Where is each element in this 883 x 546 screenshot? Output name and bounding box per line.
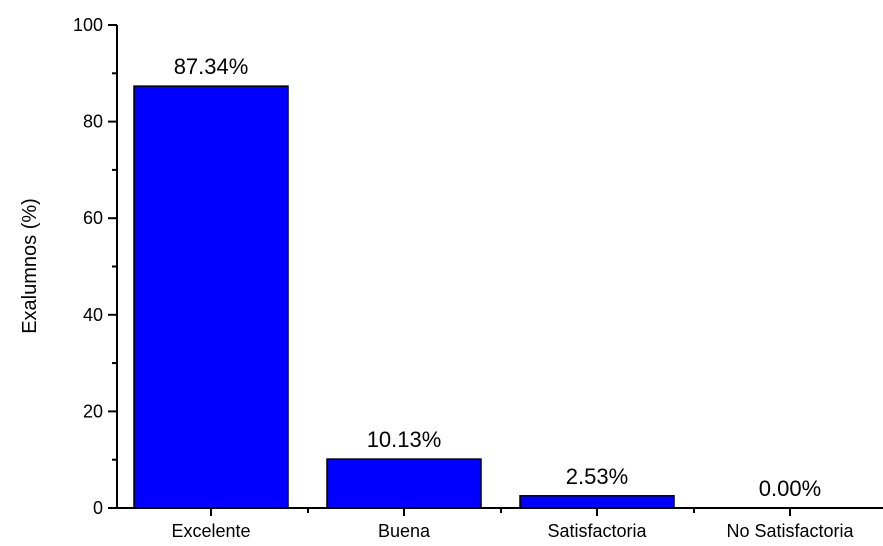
bar-data-label: 10.13% (367, 427, 442, 452)
bars-layer (133, 85, 675, 509)
bar (519, 495, 675, 509)
bar-data-label: 87.34% (174, 54, 249, 79)
x-category-label: Buena (378, 521, 431, 541)
x-category-label: Satisfactoria (547, 521, 647, 541)
y-tick-label: 100 (73, 15, 103, 35)
x-category-label: No Satisfactoria (726, 521, 854, 541)
y-tick-label: 0 (93, 498, 103, 518)
y-axis-title: Exalumnos (%) (19, 198, 41, 334)
y-tick-label: 20 (83, 401, 103, 421)
labels-layer: 0 20 40 60 80 100 Excelente 87.34% Buena 10.13% Sa… (73, 15, 855, 541)
x-category-label: Excelente (171, 521, 250, 541)
bar-data-label: 2.53% (566, 464, 628, 489)
y-tick-label: 60 (83, 208, 103, 228)
bar (326, 458, 482, 509)
y-tick-label: 80 (83, 112, 103, 132)
ticks-layer (108, 24, 791, 516)
bar-data-label: 0.00% (759, 476, 821, 501)
bar (133, 85, 289, 509)
y-tick-label: 40 (83, 305, 103, 325)
